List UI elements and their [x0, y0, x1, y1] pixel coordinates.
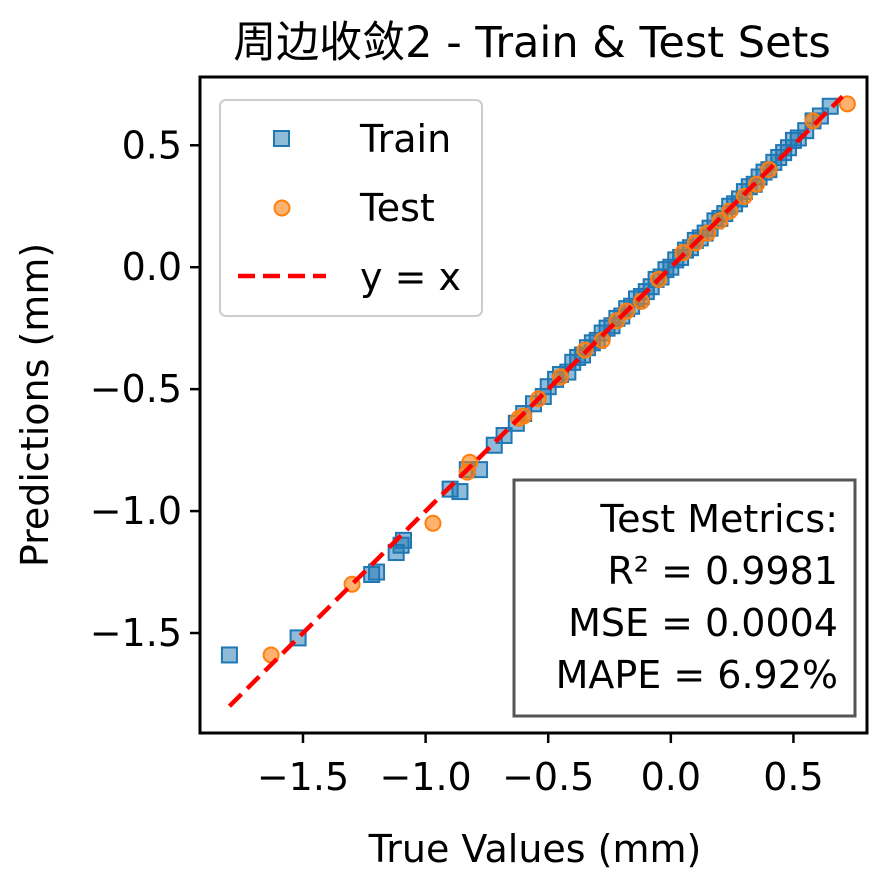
- y-tick-label: −0.5: [90, 367, 182, 411]
- x-tick-label: −1.5: [257, 755, 349, 799]
- x-axis-label: True Values (mm): [368, 827, 702, 871]
- test-metrics-heading: Test Metrics:: [599, 497, 838, 541]
- legend-train-marker: [273, 130, 290, 147]
- y-axis-label: Predictions (mm): [13, 243, 57, 567]
- y-tick-label: −1.0: [90, 489, 182, 533]
- mape-metric: MAPE = 6.92%: [556, 653, 838, 697]
- legend-line-label: y = x: [360, 255, 461, 299]
- legend-train-label: Train: [359, 117, 451, 161]
- test-point: [838, 95, 856, 113]
- x-tick-label: −0.5: [502, 755, 594, 799]
- x-tick-label: 0.5: [763, 755, 823, 799]
- plot-frame: [198, 75, 869, 735]
- mse-metric: MSE = 0.0004: [568, 601, 838, 645]
- y-tick-label: 0.5: [122, 123, 182, 167]
- train-point: [220, 646, 238, 664]
- x-tick-label: −1.0: [379, 755, 471, 799]
- train-point: [451, 483, 469, 501]
- axes: −1.5 −1.0 −0.5 0.0 0.5 −1.5 −1.0 −0.5 0.0 0.5: [90, 75, 869, 799]
- y-tick-label: 0.0: [122, 245, 182, 289]
- x-tick-label: 0.0: [641, 755, 701, 799]
- chart-title: 周边收敛2 - Train & Test Sets: [233, 18, 831, 68]
- test-point: [424, 514, 442, 532]
- legend-box: [219, 99, 483, 317]
- legend: Train Test y = x: [219, 99, 483, 317]
- legend-test-label: Test: [359, 186, 435, 230]
- r2-metric: R² = 0.9981: [607, 549, 838, 593]
- test-metrics-box: Test Metrics: R² = 0.9981 MSE = 0.0004 M…: [512, 478, 857, 718]
- test-metrics-frame: [512, 478, 857, 718]
- y-axis-ticks: −1.5 −1.0 −0.5 0.0 0.5: [90, 123, 200, 655]
- y-tick-label: −1.5: [90, 611, 182, 655]
- train-point: [368, 563, 386, 581]
- legend-test-marker: [273, 199, 291, 217]
- x-axis-ticks: −1.5 −1.0 −0.5 0.0 0.5: [257, 733, 824, 799]
- identity-line: [227, 94, 845, 708]
